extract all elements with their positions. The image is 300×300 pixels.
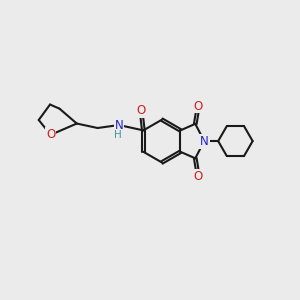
Text: O: O <box>46 128 55 141</box>
Text: H: H <box>114 130 122 140</box>
Text: O: O <box>194 100 203 112</box>
Text: O: O <box>136 104 146 117</box>
Text: N: N <box>200 135 208 148</box>
Text: N: N <box>115 118 123 131</box>
Text: O: O <box>194 170 203 183</box>
